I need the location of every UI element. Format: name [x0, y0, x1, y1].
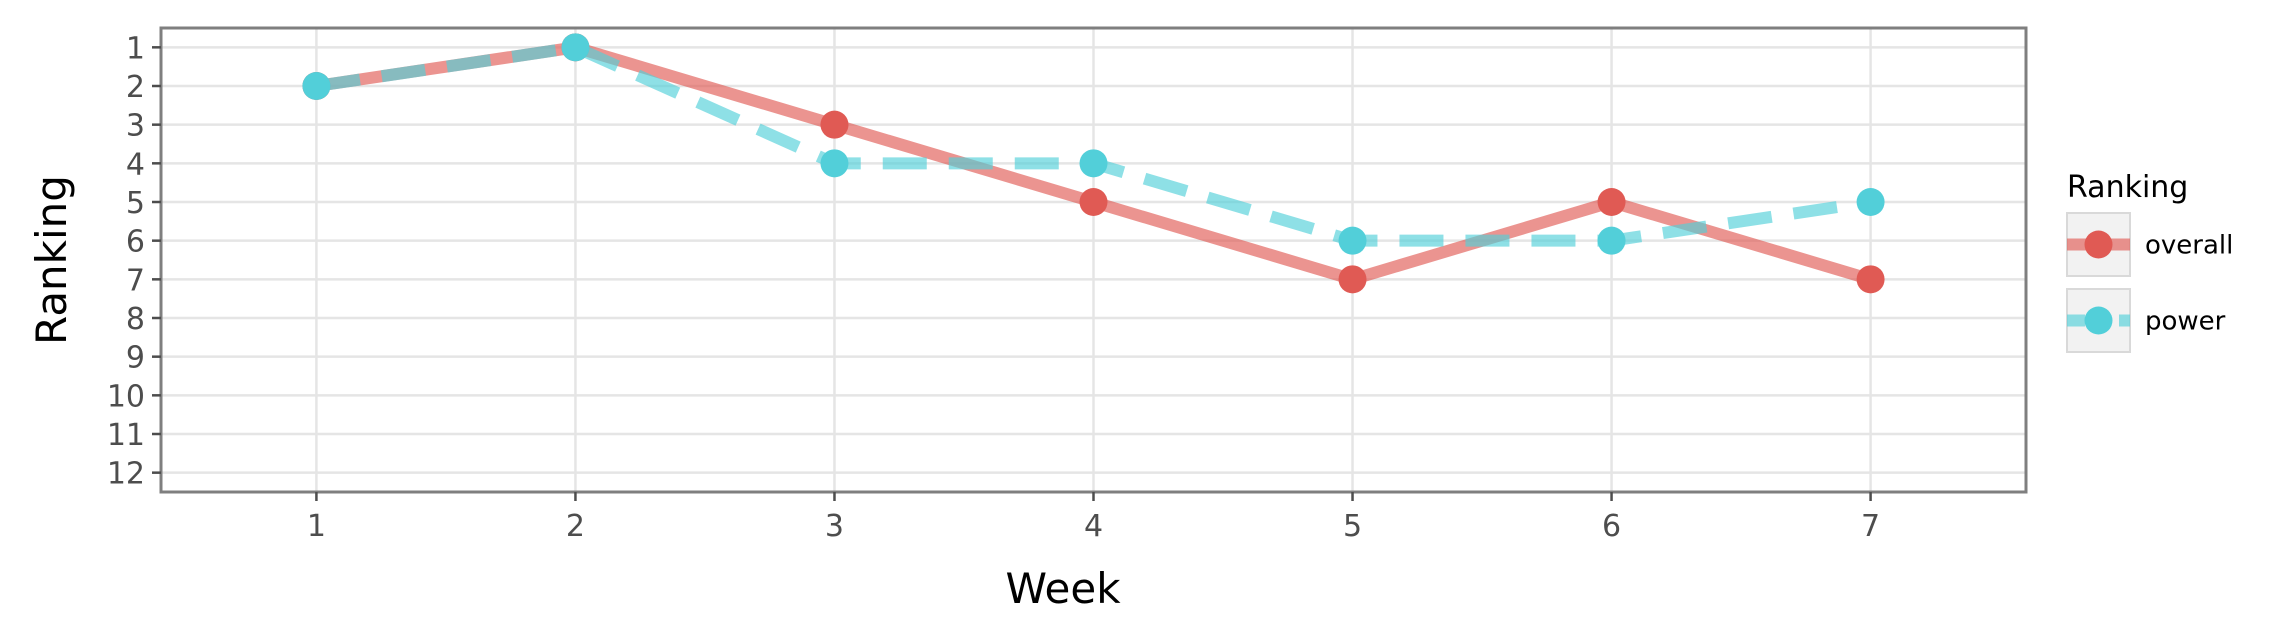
legend-key-marker [2084, 306, 2113, 335]
x-axis-title: Week [1005, 564, 1121, 613]
x-tick-label: 4 [1084, 509, 1103, 544]
y-tick-label: 8 [126, 302, 145, 337]
series-layer [302, 33, 1885, 294]
data-point-power [1856, 188, 1885, 216]
y-tick-label: 9 [126, 341, 145, 376]
data-point-overall [1338, 265, 1367, 294]
y-tick-label: 6 [126, 225, 145, 260]
y-tick-label: 3 [126, 109, 145, 144]
x-tick-label: 1 [307, 509, 326, 544]
data-point-overall [1856, 265, 1885, 294]
legend-item-overall: overall [2066, 212, 2233, 277]
y-tick-label: 11 [107, 418, 145, 453]
data-point-power [561, 33, 590, 62]
y-tick-label: 7 [126, 263, 145, 298]
data-point-power [302, 72, 331, 100]
data-point-power [1079, 149, 1108, 178]
legend-label: power [2145, 307, 2226, 337]
data-point-power [1597, 226, 1626, 255]
legend-label: overall [2145, 231, 2233, 261]
y-tick-label: 2 [126, 70, 145, 105]
x-tick-label: 7 [1861, 509, 1880, 544]
data-point-overall [1597, 188, 1626, 216]
y-tick-label: 10 [107, 379, 145, 414]
data-point-overall [1079, 188, 1108, 216]
x-axis: 1 2 3 4 5 6 7 [307, 492, 1880, 544]
x-tick-label: 3 [825, 509, 844, 544]
series-power [302, 33, 1885, 255]
data-point-overall [820, 110, 849, 139]
y-tick-label: 12 [107, 457, 145, 492]
y-tick-label: 4 [126, 147, 145, 182]
legend-key-marker [2084, 230, 2113, 259]
data-point-power [820, 149, 849, 178]
legend-title: Ranking [2067, 170, 2188, 205]
legend-item-power: power [2066, 288, 2226, 353]
x-tick-label: 6 [1602, 509, 1621, 544]
y-tick-label: 1 [126, 31, 145, 66]
grid-lines [161, 28, 2026, 492]
y-axis-title: Ranking [27, 175, 76, 345]
legend: Ranking overall power [2066, 170, 2233, 353]
x-tick-label: 2 [566, 509, 585, 544]
y-tick-label: 5 [126, 186, 145, 221]
data-point-power [1338, 226, 1367, 255]
x-tick-label: 5 [1343, 509, 1362, 544]
